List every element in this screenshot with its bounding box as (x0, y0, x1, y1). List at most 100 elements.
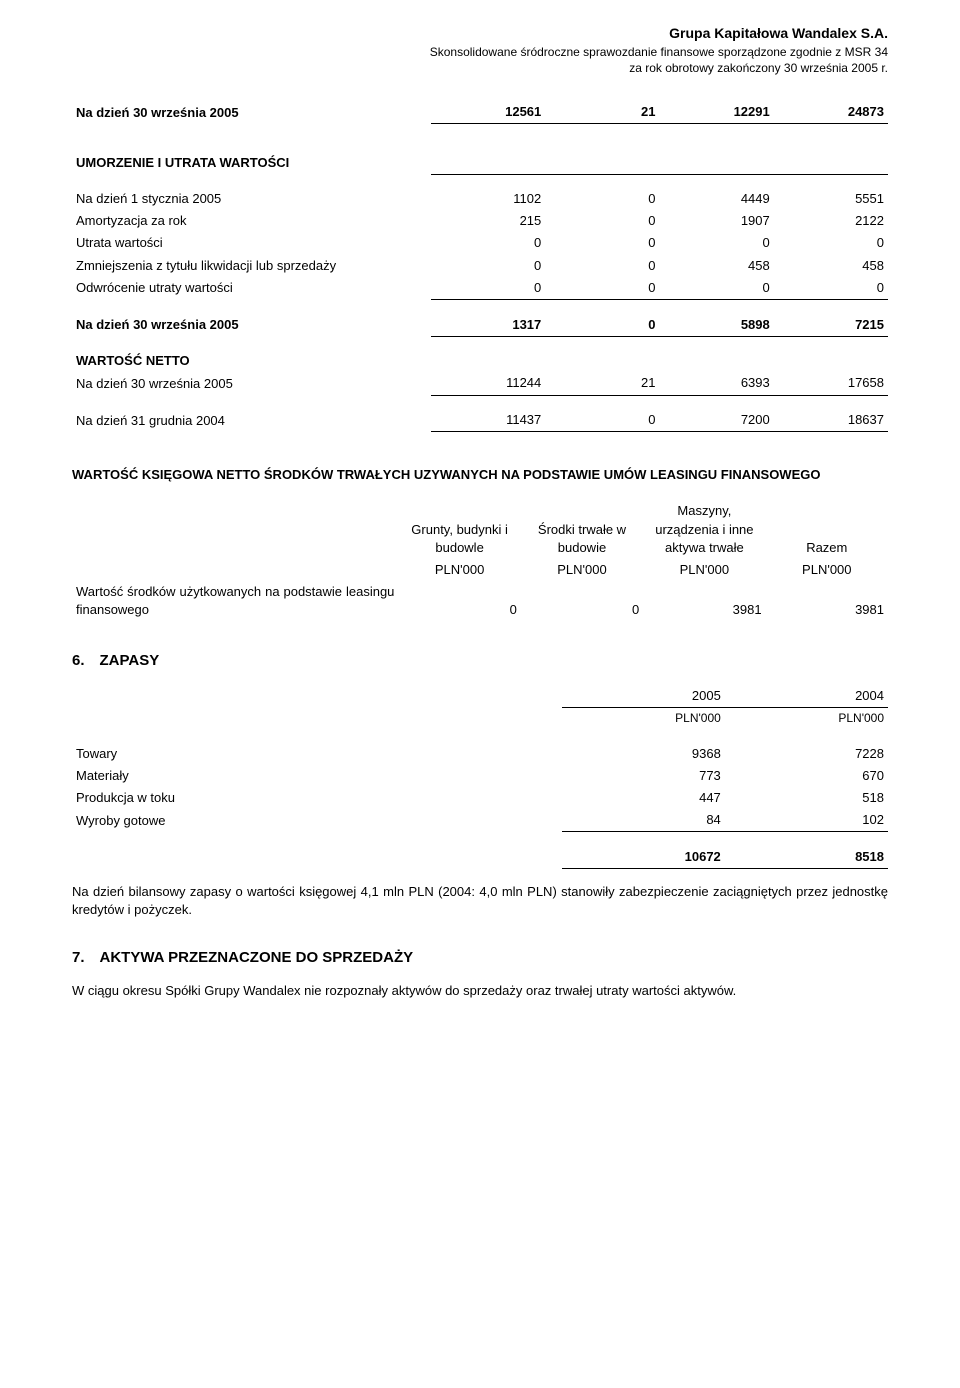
row-label: Na dzień 30 września 2005 (72, 372, 431, 395)
cell: 0 (660, 232, 774, 254)
section7-heading: 7. AKTYWA PRZEZNACZONE DO SPRZEDAŻY (72, 947, 888, 968)
cell: 0 (660, 277, 774, 300)
header-line-2: za rok obrotowy zakończony 30 września 2… (72, 60, 888, 77)
year-label: 2004 (725, 685, 888, 708)
row-label: Na dzień 31 grudnia 2004 (72, 409, 431, 432)
cell: 0 (545, 277, 659, 300)
cell: 12291 (660, 101, 774, 124)
table-row: Utrata wartości 0 0 0 0 (72, 232, 888, 254)
section-heading-row: UMORZENIE I UTRATA WARTOŚCI (72, 152, 888, 174)
cell: 10672 (562, 846, 725, 869)
cell: 0 (545, 232, 659, 254)
unit-label: PLN'000 (725, 707, 888, 728)
row-label: Materiały (72, 765, 562, 787)
zapasy-note: Na dzień bilansowy zapasy o wartości ksi… (72, 883, 888, 919)
unit-label: PLN'000 (643, 559, 765, 581)
cell: 0 (545, 314, 659, 337)
cell: 0 (431, 232, 545, 254)
cell: 102 (725, 809, 888, 832)
table-row: Na dzień 31 grudnia 2004 11437 0 7200 18… (72, 409, 888, 432)
cell: 1102 (431, 188, 545, 210)
row-label: Towary (72, 743, 562, 765)
cell: 518 (725, 787, 888, 809)
row-label: Na dzień 30 września 2005 (72, 101, 431, 124)
cell: 11244 (431, 372, 545, 395)
table-row: Wyroby gotowe 84 102 (72, 809, 888, 832)
company-name: Grupa Kapitałowa Wandalex S.A. (72, 24, 888, 44)
cell: 458 (774, 255, 888, 277)
unit-label: PLN'000 (521, 559, 643, 581)
header-line-1: Skonsolidowane śródroczne sprawozdanie f… (72, 44, 888, 61)
cell: 18637 (774, 409, 888, 432)
cell: 17658 (774, 372, 888, 395)
cell: 0 (545, 210, 659, 232)
cell: 1907 (660, 210, 774, 232)
cell: 0 (545, 188, 659, 210)
doc-header: Grupa Kapitałowa Wandalex S.A. Skonsolid… (72, 24, 888, 77)
row-label: Wartość środków użytkowanych na podstawi… (72, 581, 398, 621)
col-header: Grunty, budynki i budowle (398, 500, 520, 559)
section7-body: W ciągu okresu Spółki Grupy Wandalex nie… (72, 982, 888, 1000)
cell: 5898 (660, 314, 774, 337)
cell: 215 (431, 210, 545, 232)
table-row: Na dzień 1 stycznia 2005 1102 0 4449 555… (72, 188, 888, 210)
cell: 0 (521, 581, 643, 621)
cell: 3981 (643, 581, 765, 621)
leasing-title: WARTOŚĆ KSIĘGOWA NETTO ŚRODKÓW TRWAŁYCH … (72, 466, 888, 484)
row-label: Na dzień 30 września 2005 (72, 314, 431, 337)
table-row: Odwrócenie utraty wartości 0 0 0 0 (72, 277, 888, 300)
col-headers: Grunty, budynki i budowle Środki trwałe … (72, 500, 888, 559)
cell: 6393 (660, 372, 774, 395)
cell: 670 (725, 765, 888, 787)
table-row: Wartość środków użytkowanych na podstawi… (72, 581, 888, 621)
cell: 84 (562, 809, 725, 832)
cell: 458 (660, 255, 774, 277)
zapasy-heading: 6. ZAPASY (72, 650, 888, 671)
cell: 0 (431, 255, 545, 277)
col-header: Środki trwałe w budowie (521, 500, 643, 559)
table-row: Materiały 773 670 (72, 765, 888, 787)
unit-label: PLN'000 (398, 559, 520, 581)
cell: 11437 (431, 409, 545, 432)
unit-row: PLN'000 PLN'000 PLN'000 PLN'000 (72, 559, 888, 581)
cell: 21 (545, 372, 659, 395)
cell: 0 (545, 255, 659, 277)
table-row: Amortyzacja za rok 215 0 1907 2122 (72, 210, 888, 232)
table-row: Na dzień 30 września 2005 12561 21 12291… (72, 101, 888, 124)
cell: 7200 (660, 409, 774, 432)
col-header: Razem (766, 500, 888, 559)
cell: 9368 (562, 743, 725, 765)
subtotal-row: Na dzień 30 września 2005 1317 0 5898 72… (72, 314, 888, 337)
row-label: Amortyzacja za rok (72, 210, 431, 232)
row-label: Zmniejszenia z tytułu likwidacji lub spr… (72, 255, 431, 277)
unit-label: PLN'000 (562, 707, 725, 728)
cell: 12561 (431, 101, 545, 124)
cell: 0 (545, 409, 659, 432)
netto-heading-row: WARTOŚĆ NETTO (72, 350, 888, 372)
cell: 7228 (725, 743, 888, 765)
cell: 447 (562, 787, 725, 809)
section-title: UMORZENIE I UTRATA WARTOŚCI (72, 152, 431, 174)
zapasy-table: 2005 2004 PLN'000 PLN'000 Towary 9368 72… (72, 685, 888, 869)
year-row: 2005 2004 (72, 685, 888, 708)
cell: 4449 (660, 188, 774, 210)
fixed-assets-table: Na dzień 30 września 2005 12561 21 12291… (72, 101, 888, 432)
cell: 0 (398, 581, 520, 621)
row-label: Na dzień 1 stycznia 2005 (72, 188, 431, 210)
table-row: Towary 9368 7228 (72, 743, 888, 765)
cell: 24873 (774, 101, 888, 124)
table-row: Na dzień 30 września 2005 11244 21 6393 … (72, 372, 888, 395)
row-label: Wyroby gotowe (72, 809, 562, 832)
cell: 21 (545, 101, 659, 124)
cell: 1317 (431, 314, 545, 337)
year-label: 2005 (562, 685, 725, 708)
unit-label: PLN'000 (766, 559, 888, 581)
cell: 0 (431, 277, 545, 300)
unit-row: PLN'000 PLN'000 (72, 707, 888, 728)
col-header: Maszyny, urządzenia i inne aktywa trwałe (643, 500, 765, 559)
cell: 2122 (774, 210, 888, 232)
cell: 773 (562, 765, 725, 787)
cell: 3981 (766, 581, 888, 621)
leasing-table: Grunty, budynki i budowle Środki trwałe … (72, 500, 888, 621)
page-container: Grupa Kapitałowa Wandalex S.A. Skonsolid… (0, 0, 960, 1055)
